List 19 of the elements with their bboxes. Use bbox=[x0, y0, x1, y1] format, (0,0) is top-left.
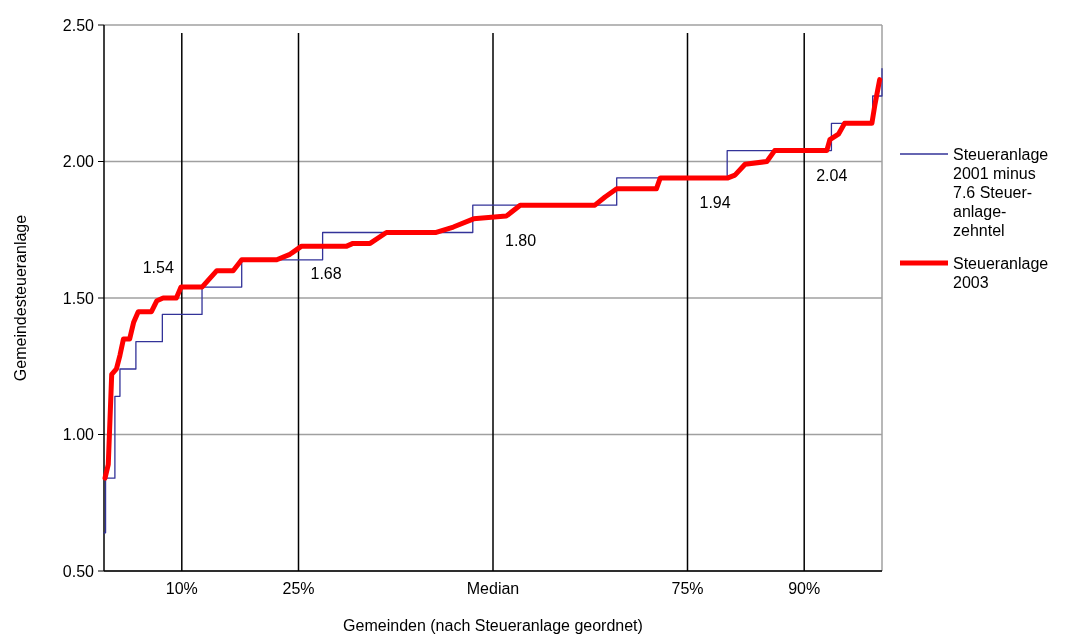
x-tick-label: Median bbox=[466, 580, 520, 597]
y-tick-label: 2.00 bbox=[62, 153, 95, 171]
annotation: 1.68 bbox=[310, 264, 342, 282]
legend-label: Steueranlage 2001 minus 7.6 Steuer-anlage-zehntel bbox=[953, 146, 1049, 239]
annotation: 1.80 bbox=[505, 232, 537, 250]
x-tick-label: 75% bbox=[671, 580, 704, 597]
x-tick-label: 25% bbox=[282, 580, 315, 597]
y-tick-label: 0.50 bbox=[62, 562, 95, 580]
x-axis-title: Gemeinden (nach Steueranlage geordnet) bbox=[343, 617, 643, 634]
annotation: 1.54 bbox=[142, 259, 174, 277]
x-tick-label: 90% bbox=[788, 580, 821, 597]
y-tick-label: 1.00 bbox=[62, 426, 95, 444]
y-tick-label: 2.50 bbox=[62, 16, 95, 34]
x-tick-label: 10% bbox=[165, 580, 198, 597]
y-tick-label: 1.50 bbox=[62, 289, 95, 307]
annotation: 2.04 bbox=[816, 166, 848, 184]
annotation: 1.94 bbox=[699, 193, 731, 211]
legend-label: Steueranlage 2003 bbox=[953, 255, 1049, 291]
y-axis-title: Gemeindesteueranlage bbox=[12, 214, 29, 382]
